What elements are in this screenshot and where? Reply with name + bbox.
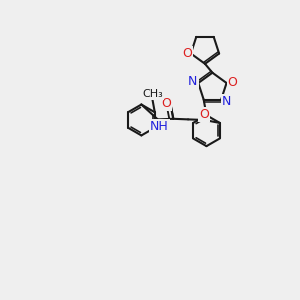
Text: NH: NH bbox=[150, 120, 169, 133]
Text: O: O bbox=[161, 97, 171, 110]
Text: N: N bbox=[222, 94, 231, 108]
Text: O: O bbox=[200, 107, 209, 121]
Text: O: O bbox=[228, 76, 237, 89]
Text: CH₃: CH₃ bbox=[142, 89, 163, 99]
Text: O: O bbox=[182, 47, 192, 60]
Text: N: N bbox=[188, 75, 198, 88]
